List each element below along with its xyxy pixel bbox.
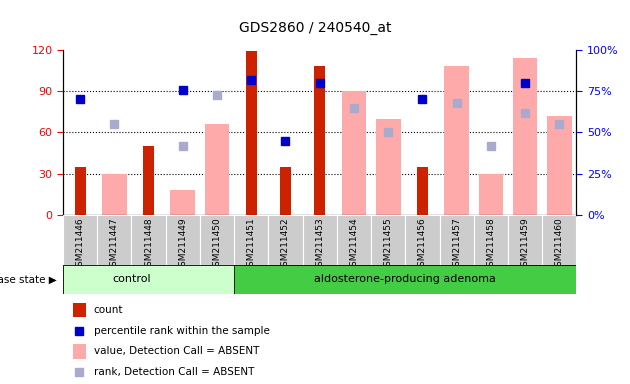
Bar [547, 116, 571, 215]
Bar [102, 174, 127, 215]
Bar [376, 119, 401, 215]
Bar [479, 174, 503, 215]
Bar [417, 167, 428, 215]
Bar [74, 167, 86, 215]
Text: GSM211451: GSM211451 [247, 217, 256, 272]
Bar [371, 215, 405, 265]
Text: GSM211456: GSM211456 [418, 217, 427, 272]
Bar [440, 215, 474, 265]
Text: GDS2860 / 240540_at: GDS2860 / 240540_at [239, 21, 391, 35]
Bar [314, 66, 325, 215]
Bar [200, 215, 234, 265]
Bar [166, 215, 200, 265]
Bar [63, 215, 97, 265]
Text: value, Detection Call = ABSENT: value, Detection Call = ABSENT [94, 346, 259, 356]
Text: GSM211448: GSM211448 [144, 217, 153, 271]
Bar [542, 215, 576, 265]
Bar [246, 51, 257, 215]
Text: GSM211459: GSM211459 [520, 217, 530, 272]
Bar [268, 215, 302, 265]
Text: GSM211455: GSM211455 [384, 217, 392, 272]
Bar [513, 58, 537, 215]
Text: GSM211446: GSM211446 [76, 217, 84, 271]
Text: GSM211452: GSM211452 [281, 217, 290, 271]
Text: control: control [112, 274, 151, 285]
Bar [474, 215, 508, 265]
Bar [302, 215, 337, 265]
Bar [73, 303, 86, 318]
Bar [132, 215, 166, 265]
Bar [171, 190, 195, 215]
Text: GSM211458: GSM211458 [486, 217, 495, 272]
Text: GSM211460: GSM211460 [555, 217, 564, 272]
Text: disease state ▶: disease state ▶ [0, 274, 57, 285]
Text: GSM211454: GSM211454 [350, 217, 358, 271]
Bar [205, 124, 229, 215]
Text: GSM211457: GSM211457 [452, 217, 461, 272]
Bar [337, 215, 371, 265]
Bar [405, 215, 440, 265]
Bar [280, 167, 291, 215]
Bar [97, 215, 132, 265]
Text: aldosterone-producing adenoma: aldosterone-producing adenoma [314, 274, 496, 285]
Text: GSM211453: GSM211453 [315, 217, 324, 272]
Text: GSM211447: GSM211447 [110, 217, 119, 271]
Bar [73, 344, 86, 359]
Bar [234, 265, 576, 294]
Bar [444, 66, 469, 215]
Bar [63, 265, 234, 294]
Text: GSM211449: GSM211449 [178, 217, 187, 271]
Bar [508, 215, 542, 265]
Bar [234, 215, 268, 265]
Text: rank, Detection Call = ABSENT: rank, Detection Call = ABSENT [94, 367, 254, 377]
Bar [143, 146, 154, 215]
Text: GSM211450: GSM211450 [212, 217, 222, 272]
Text: percentile rank within the sample: percentile rank within the sample [94, 326, 270, 336]
Text: count: count [94, 305, 123, 315]
Bar [341, 91, 366, 215]
